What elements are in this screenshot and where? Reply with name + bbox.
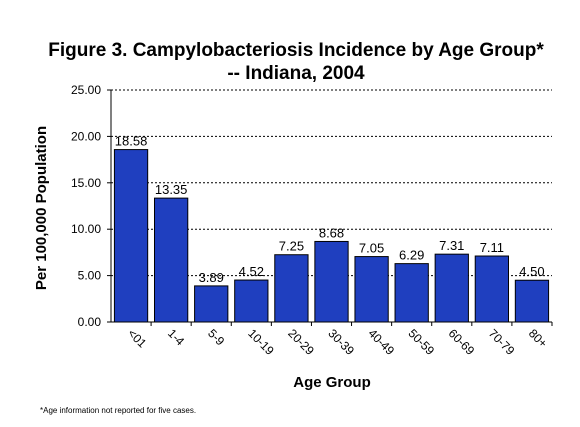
- data-label: 4.52: [239, 264, 264, 279]
- x-tick-label: 70-79: [486, 326, 518, 358]
- x-tick-label: 50-59: [406, 326, 438, 358]
- chart-title-line1: Figure 3. Campylobacteriosis Incidence b…: [48, 40, 544, 61]
- y-tick-label: 15.00: [71, 176, 101, 190]
- y-tick-labels: 0.00 5.00 10.00 15.00 20.00 25.00: [71, 83, 101, 329]
- bar-40-49: [354, 256, 389, 323]
- y-tick-label: 20.00: [71, 129, 101, 143]
- data-label: 7.31: [439, 238, 464, 253]
- data-label: 18.58: [115, 134, 148, 149]
- chart-title-line2: -- Indiana, 2004: [227, 63, 365, 84]
- bar-30-39: [314, 240, 349, 323]
- data-label: 4.50: [519, 264, 544, 279]
- x-tick-label: 10-19: [245, 326, 277, 358]
- axes: [107, 89, 553, 326]
- bar-80+: [514, 279, 550, 323]
- bars: [113, 149, 550, 323]
- x-tick-label: 1-4: [165, 326, 187, 348]
- y-tick-label: 0.00: [78, 315, 102, 329]
- bar-60-69: [434, 253, 469, 323]
- x-axis-label: Age Group: [293, 374, 371, 391]
- data-label: 3.89: [199, 270, 224, 285]
- x-tick-label: <01: [125, 326, 150, 351]
- data-label: 6.29: [399, 248, 424, 263]
- y-tick-label: 10.00: [71, 222, 101, 236]
- x-tick-label: 60-69: [446, 326, 478, 358]
- x-tick-labels: <01 1-4 5-9 10-19 20-29 30-39 40-49 50-59 60-69 7…: [125, 326, 550, 358]
- bar-<01: [113, 149, 149, 323]
- y-tick-label: 25.00: [71, 83, 101, 97]
- x-tick-label: 80+: [526, 326, 550, 350]
- bar-5-9: [194, 285, 229, 323]
- x-tick-label: 40-49: [365, 326, 397, 358]
- x-tick-label: 20-29: [285, 326, 317, 358]
- data-label: 7.05: [359, 241, 384, 256]
- x-tick-label: 30-39: [325, 326, 357, 358]
- bar-70-79: [474, 255, 510, 323]
- bar-20-29: [274, 254, 309, 323]
- x-tick-label: 5-9: [205, 326, 227, 348]
- footnote: *Age information not reported for five c…: [40, 406, 197, 415]
- y-axis-label: Per 100,000 Population: [33, 126, 50, 290]
- data-labels: 18.58 13.35 3.89 4.52 7.25 8.68 7.05 6.29 7.31 7.…: [115, 134, 545, 285]
- bar-50-59: [394, 263, 429, 323]
- data-label: 13.35: [155, 182, 188, 197]
- data-label: 7.11: [480, 240, 504, 255]
- data-label: 7.25: [279, 239, 304, 254]
- bar-1-4: [153, 197, 189, 323]
- y-tick-label: 5.00: [78, 269, 102, 283]
- bar-10-19: [234, 279, 269, 323]
- data-label: 8.68: [319, 225, 344, 240]
